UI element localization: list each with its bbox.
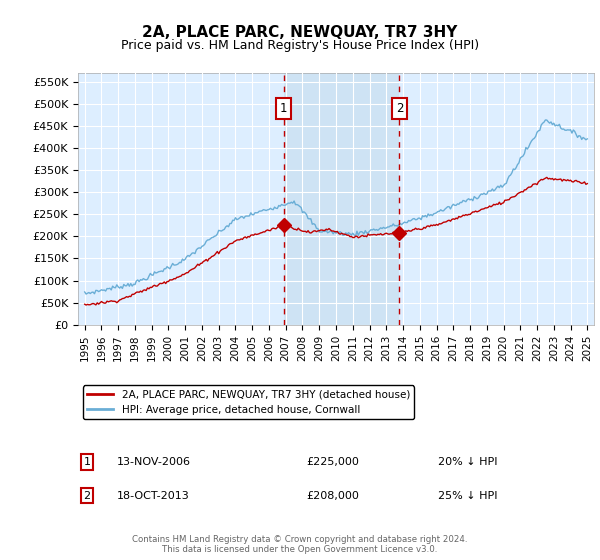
Bar (284, 73, 400, 325)
Legend: 2A, PLACE PARC, NEWQUAY, TR7 3HY (detached house), HPI: Average price, detached : 2A, PLACE PARC, NEWQUAY, TR7 3HY (detach… (83, 385, 414, 419)
Text: £208,000: £208,000 (306, 491, 359, 501)
Text: 2: 2 (83, 491, 91, 501)
Text: Contains HM Land Registry data © Crown copyright and database right 2024.
This d: Contains HM Land Registry data © Crown c… (132, 535, 468, 554)
Text: 13-NOV-2006: 13-NOV-2006 (117, 457, 191, 467)
Text: 2A, PLACE PARC, NEWQUAY, TR7 3HY: 2A, PLACE PARC, NEWQUAY, TR7 3HY (142, 25, 458, 40)
Text: 1: 1 (280, 102, 287, 115)
Text: 2: 2 (396, 102, 403, 115)
Text: 25% ↓ HPI: 25% ↓ HPI (438, 491, 497, 501)
Text: 1: 1 (83, 457, 91, 467)
Text: £225,000: £225,000 (306, 457, 359, 467)
Text: 18-OCT-2013: 18-OCT-2013 (117, 491, 190, 501)
Text: Price paid vs. HM Land Registry's House Price Index (HPI): Price paid vs. HM Land Registry's House … (121, 39, 479, 52)
Text: 20% ↓ HPI: 20% ↓ HPI (438, 457, 497, 467)
